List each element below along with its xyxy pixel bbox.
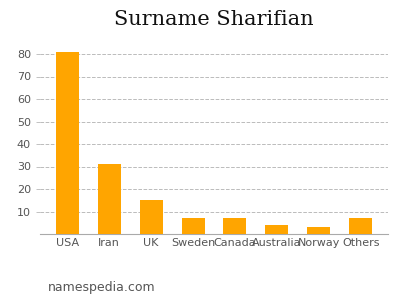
Bar bbox=[349, 218, 372, 234]
Bar bbox=[56, 52, 79, 234]
Title: Surname Sharifian: Surname Sharifian bbox=[114, 10, 314, 29]
Bar bbox=[140, 200, 163, 234]
Bar bbox=[98, 164, 121, 234]
Bar bbox=[265, 225, 288, 234]
Bar bbox=[307, 227, 330, 234]
Bar bbox=[182, 218, 204, 234]
Text: namespedia.com: namespedia.com bbox=[48, 281, 156, 294]
Bar bbox=[224, 218, 246, 234]
